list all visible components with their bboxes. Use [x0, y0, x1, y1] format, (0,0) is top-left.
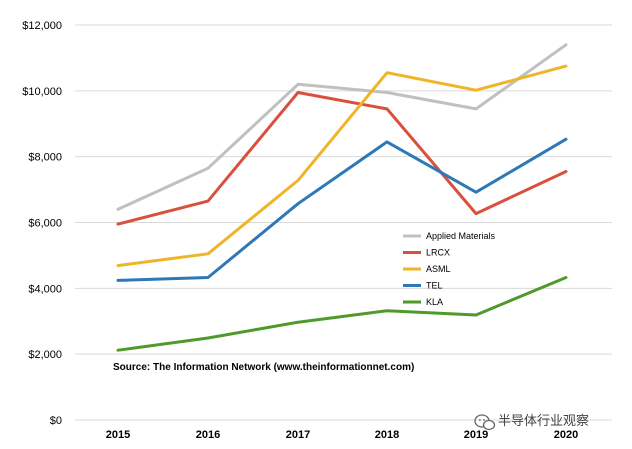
series-line-1	[116, 91, 568, 226]
legend-label: KLA	[426, 297, 443, 307]
x-tick-label: 2017	[286, 429, 310, 441]
source-annotation: Source: The Information Network (www.the…	[113, 362, 414, 373]
x-tick-label: 2019	[464, 429, 488, 441]
y-axis-ticks: $0 $2,000 $4,000 $6,000 $8,000 $10,000 $12,000	[22, 20, 62, 427]
y-tick-label: $6,000	[28, 218, 62, 230]
wechat-icon	[474, 414, 496, 431]
y-tick-label: $4,000	[28, 283, 62, 295]
series-lines	[116, 43, 568, 352]
legend-label: ASML	[426, 264, 451, 274]
y-tick-label: $0	[50, 415, 62, 427]
x-tick-label: 2018	[375, 429, 399, 441]
watermark-text: 半导体行业观察	[498, 414, 589, 429]
legend-label: LRCX	[426, 248, 450, 258]
grid-lines	[75, 24, 612, 421]
x-axis-ticks: 2015 2016 2017 2018 2019 2020	[106, 429, 578, 441]
x-tick-label: 2016	[196, 429, 220, 441]
x-tick-label: 2015	[106, 429, 130, 441]
series-line-4	[116, 276, 568, 352]
legend-label: Applied Materials	[426, 231, 496, 241]
watermark: 半导体行业观察	[474, 414, 589, 431]
y-tick-label: $12,000	[22, 20, 62, 32]
legend: Applied Materials LRCX ASML TEL KLA	[403, 231, 496, 307]
x-tick-label: 2020	[554, 429, 578, 441]
legend-label: TEL	[426, 281, 443, 291]
series-line-2	[116, 64, 568, 268]
y-tick-label: $10,000	[22, 86, 62, 98]
series-line-3	[116, 137, 568, 282]
y-tick-label: $2,000	[28, 349, 62, 361]
y-tick-label: $8,000	[28, 152, 62, 164]
series-line-0	[116, 43, 568, 211]
